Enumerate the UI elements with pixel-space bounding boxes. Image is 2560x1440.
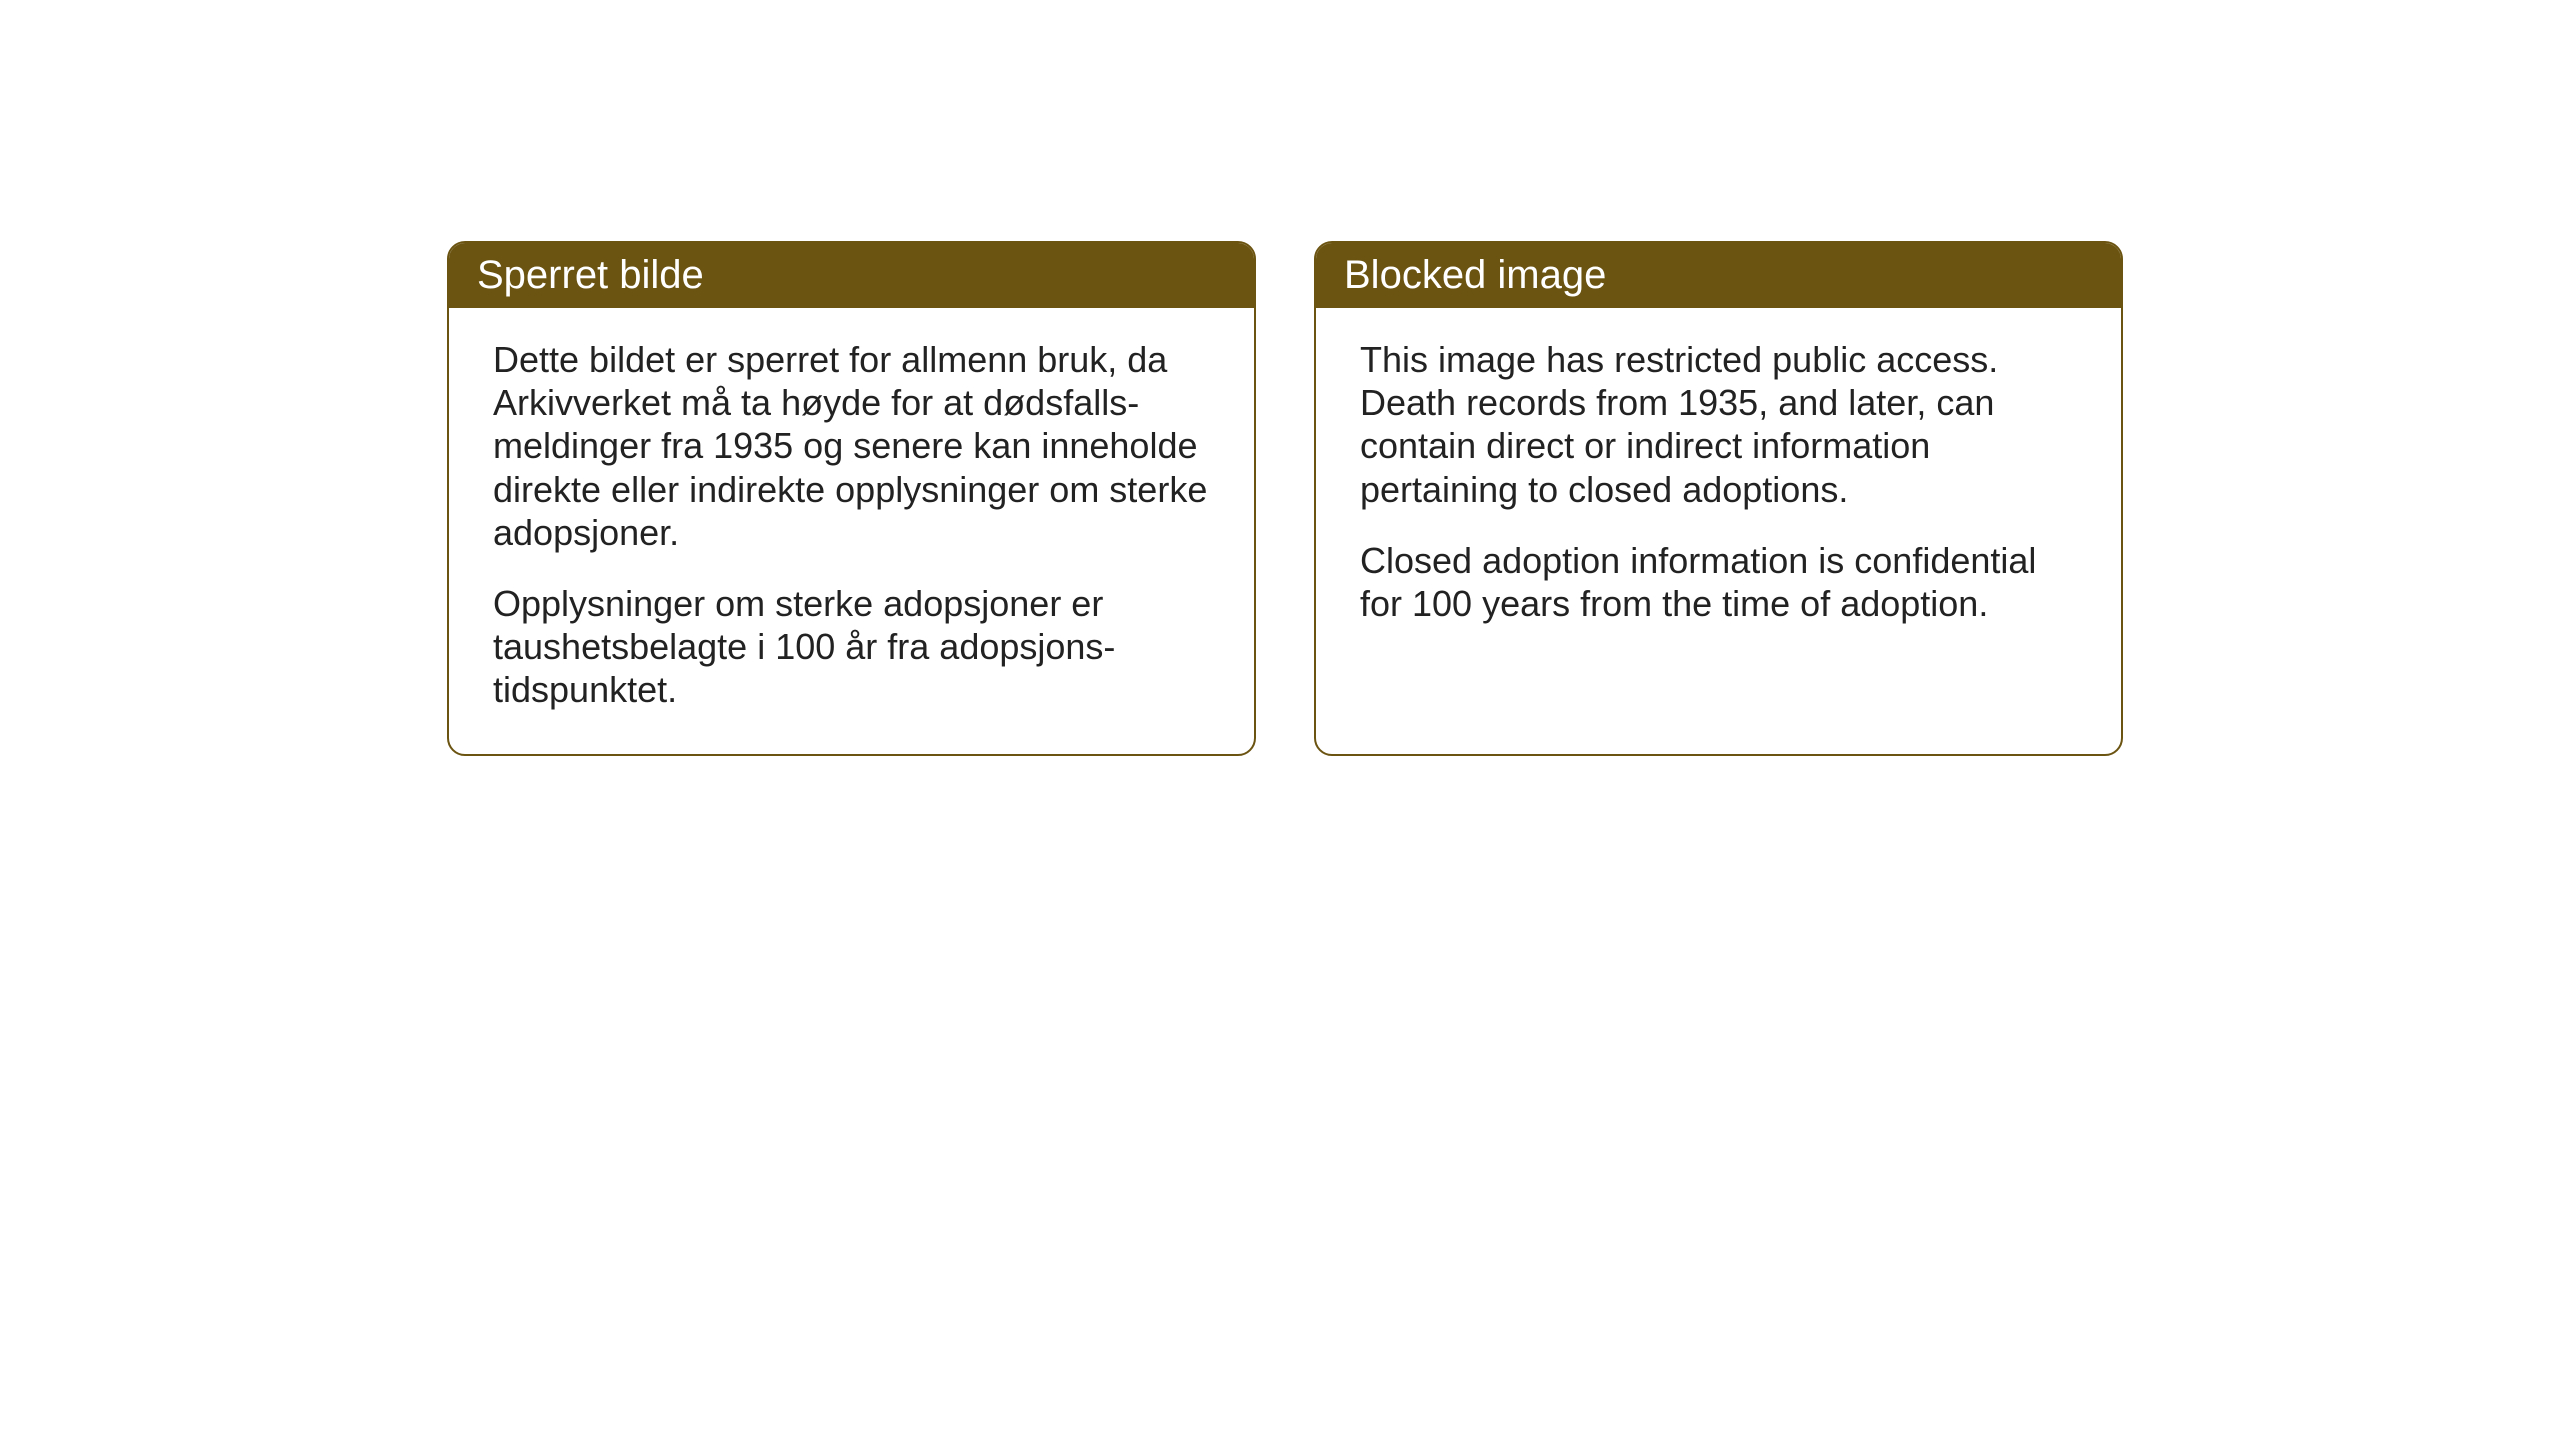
notice-card-english: Blocked image This image has restricted …: [1314, 241, 2123, 756]
card-title-english: Blocked image: [1344, 253, 1606, 297]
card-paragraph-english-1: This image has restricted public access.…: [1360, 338, 2077, 511]
notice-card-norwegian: Sperret bilde Dette bildet er sperret fo…: [447, 241, 1256, 756]
card-paragraph-norwegian-1: Dette bildet er sperret for allmenn bruk…: [493, 338, 1210, 554]
card-paragraph-norwegian-2: Opplysninger om sterke adopsjoner er tau…: [493, 582, 1210, 712]
card-header-english: Blocked image: [1316, 243, 2121, 308]
notice-container: Sperret bilde Dette bildet er sperret fo…: [447, 241, 2123, 756]
card-body-english: This image has restricted public access.…: [1316, 308, 2121, 667]
card-header-norwegian: Sperret bilde: [449, 243, 1254, 308]
card-body-norwegian: Dette bildet er sperret for allmenn bruk…: [449, 308, 1254, 754]
card-title-norwegian: Sperret bilde: [477, 253, 704, 297]
card-paragraph-english-2: Closed adoption information is confident…: [1360, 539, 2077, 625]
